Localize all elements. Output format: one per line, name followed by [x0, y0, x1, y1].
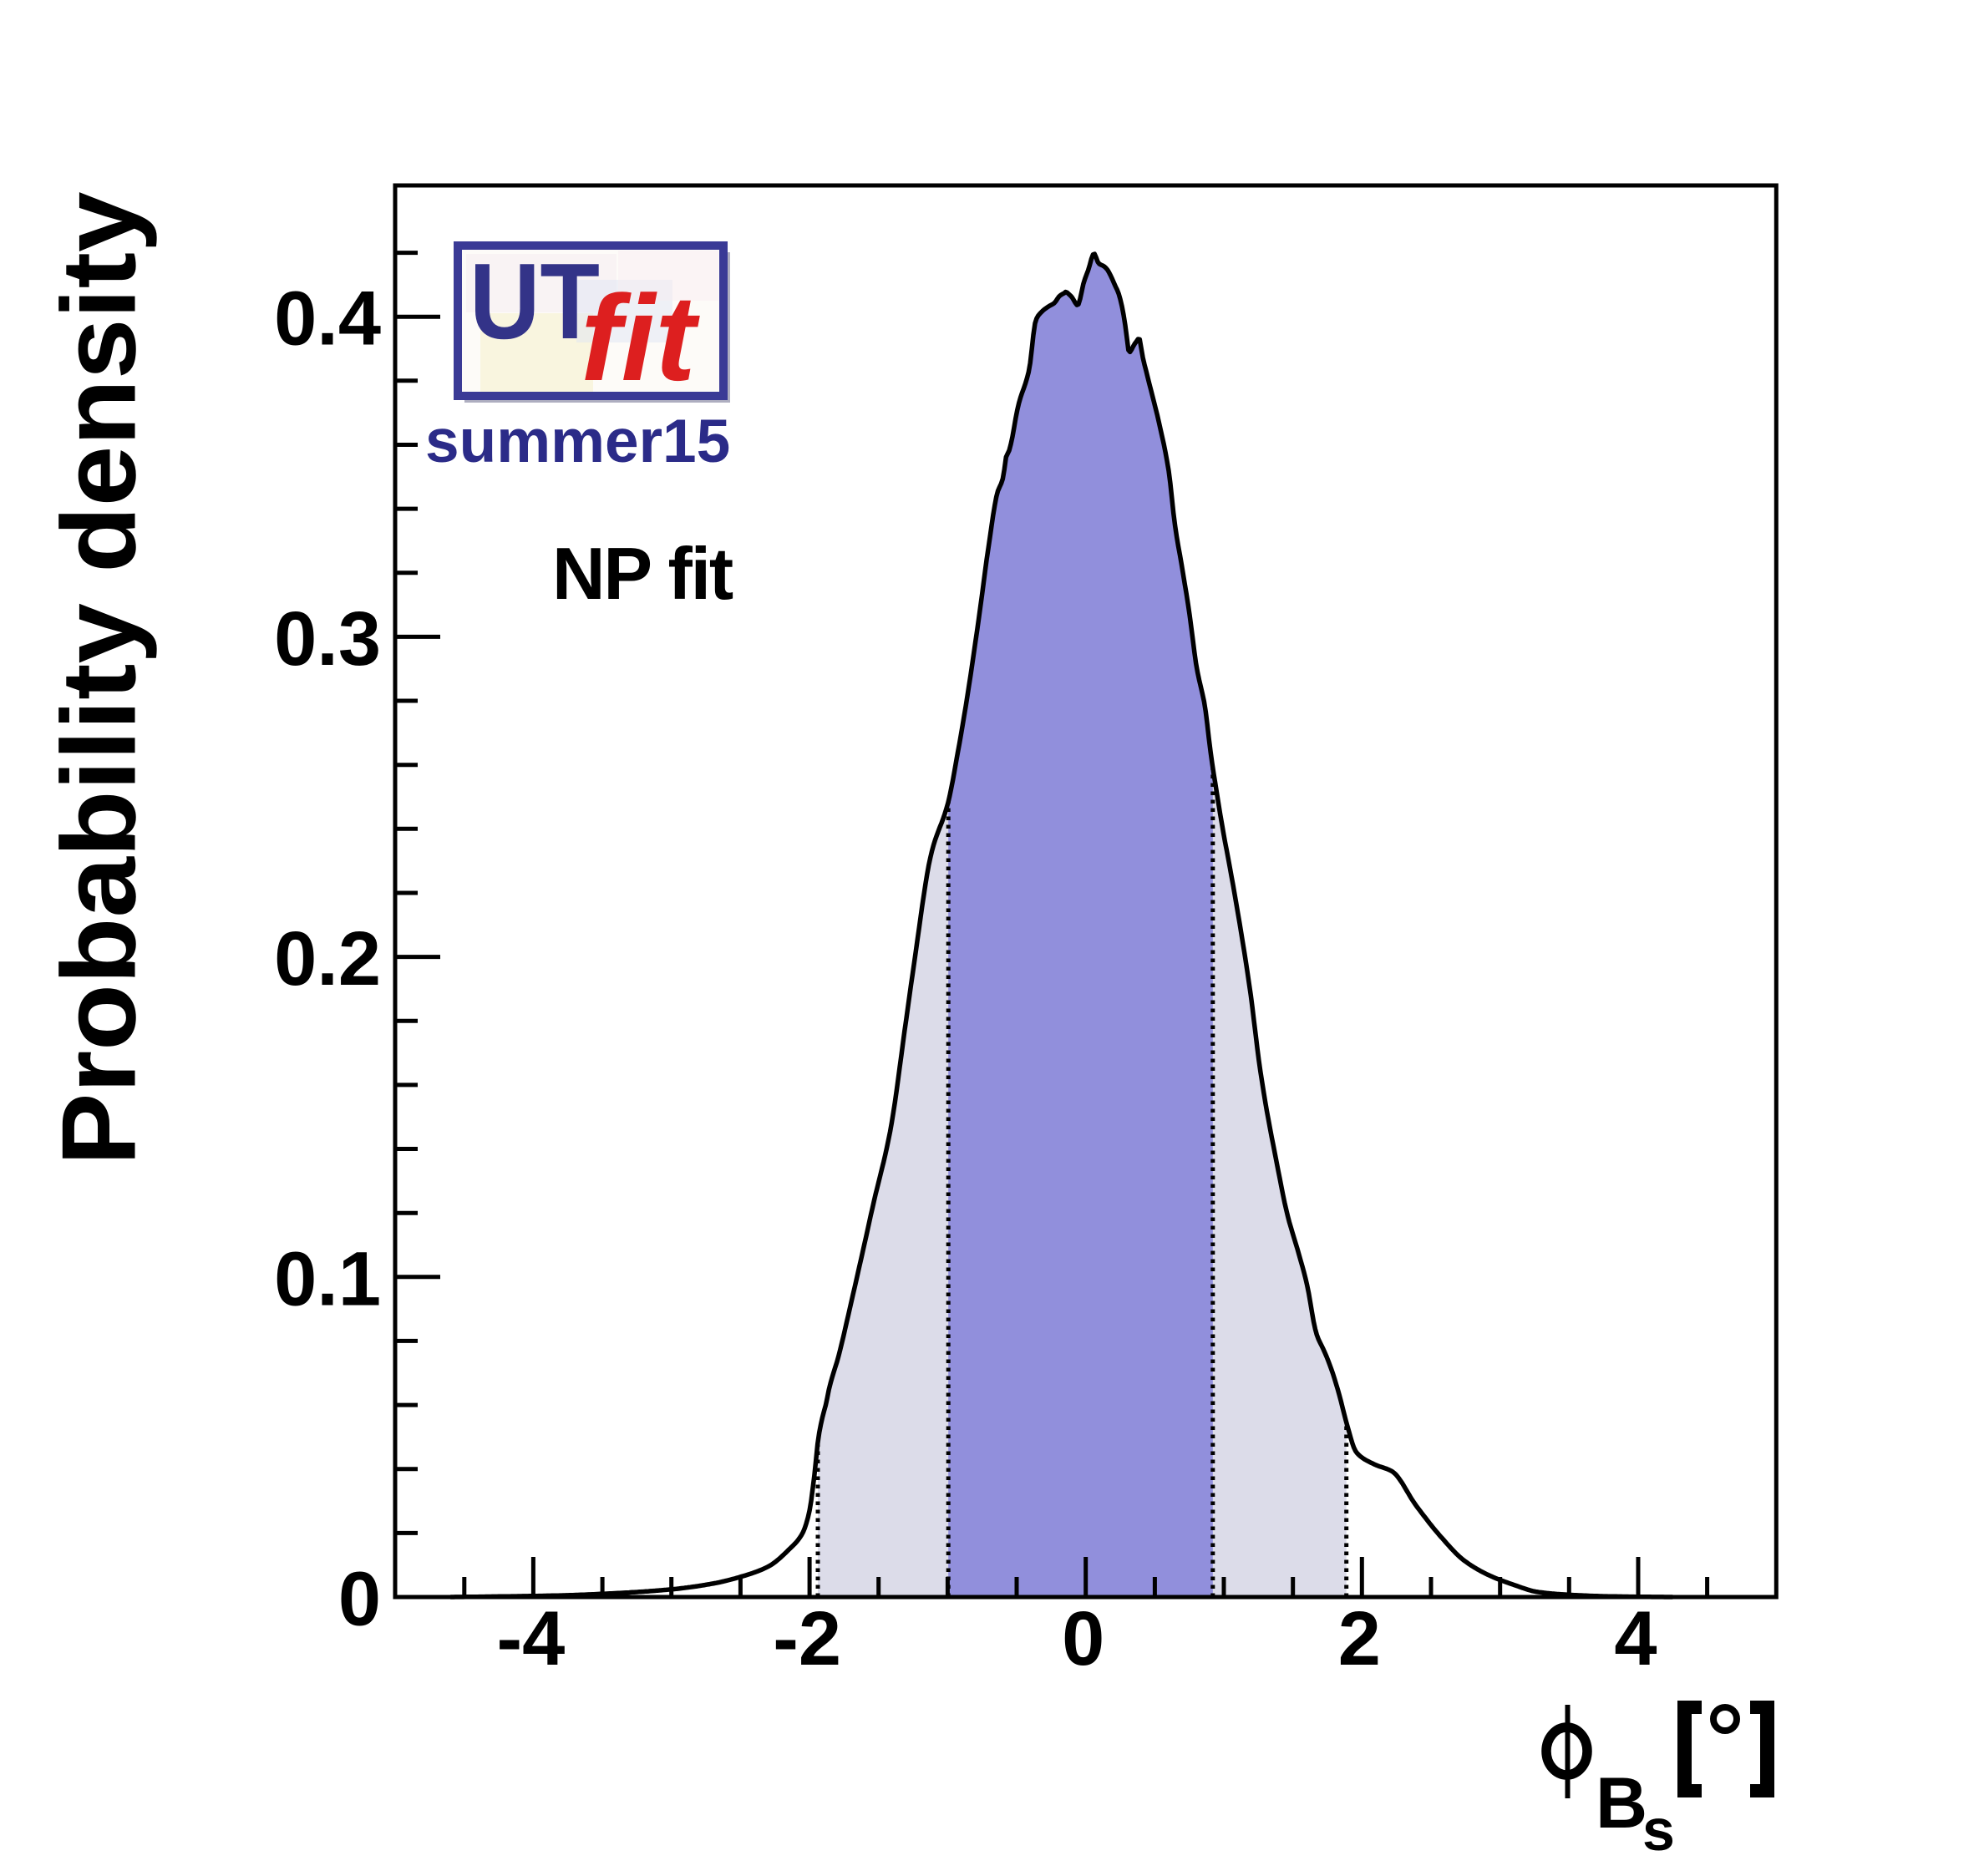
svg-text:B: B — [1596, 1763, 1647, 1843]
svg-text:-4: -4 — [496, 1596, 565, 1681]
svg-text:0.1: 0.1 — [274, 1236, 381, 1321]
svg-text:NP fit: NP fit — [552, 532, 733, 615]
svg-text:0: 0 — [338, 1557, 381, 1642]
svg-text:0.2: 0.2 — [274, 916, 381, 1001]
svg-text:fit: fit — [581, 270, 700, 406]
svg-text:Probability density: Probability density — [40, 192, 158, 1166]
svg-text:UT: UT — [469, 242, 600, 363]
svg-text:s: s — [1642, 1797, 1675, 1863]
svg-text:2: 2 — [1338, 1596, 1381, 1681]
svg-text:0.4: 0.4 — [274, 276, 381, 362]
svg-text:0.3: 0.3 — [274, 596, 381, 682]
svg-text:0: 0 — [1062, 1596, 1104, 1681]
svg-text:summer15: summer15 — [425, 408, 730, 475]
svg-text:-2: -2 — [773, 1596, 841, 1681]
svg-text:4: 4 — [1614, 1596, 1657, 1681]
